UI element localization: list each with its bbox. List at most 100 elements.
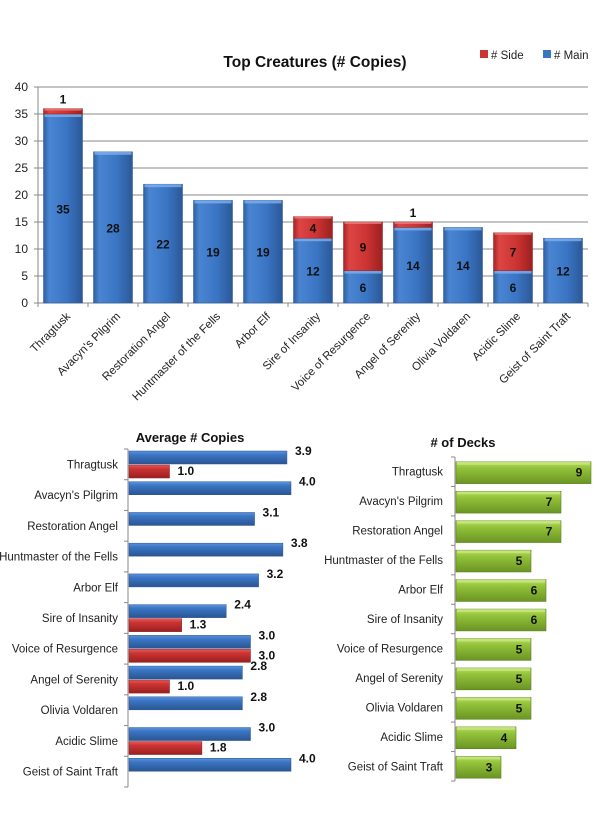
y-category-label: Thragtusk (67, 459, 118, 471)
bar-side-highlight (494, 232, 532, 235)
data-label-main: 3.1 (263, 505, 280, 519)
data-label-main: 19 (256, 246, 270, 260)
bar-decks-highlight (457, 638, 530, 642)
y-category-label: Geist of Saint Traft (348, 761, 444, 773)
data-label-main: 3.0 (259, 628, 276, 642)
data-label-side: 1.3 (190, 618, 207, 632)
data-label-main: 3.9 (295, 444, 312, 458)
data-label-main: 4.0 (299, 475, 316, 489)
bar-main (128, 727, 251, 741)
x-category-label: Arbor Elf (233, 310, 274, 351)
y-category-label: Restoration Angel (27, 521, 118, 533)
y-category-label: Angel of Serenity (355, 673, 443, 685)
data-label-main: 19 (206, 246, 220, 260)
bar-side-highlight (344, 222, 382, 224)
data-label-decks: 6 (531, 613, 538, 627)
bar-decks-highlight (457, 726, 515, 730)
data-label-main: 6 (510, 281, 517, 295)
bar-main (343, 270, 383, 304)
data-label-main: 35 (56, 203, 70, 217)
decks-chart: # of Decks Thragtusk Avacyn's Pilgrim Rest… (324, 435, 592, 782)
y-category-label: Olivia Voldaren (366, 702, 443, 714)
y-category-label: Huntmaster of the Fells (0, 552, 118, 564)
bar-main-highlight (494, 270, 532, 274)
bar-main-highlight (144, 184, 182, 188)
bar-decks-highlight (457, 668, 530, 672)
bar-decks-highlight (457, 697, 530, 701)
legend-label-main: # Main (554, 50, 589, 62)
y-tick-label: 40 (15, 80, 29, 94)
y-category-label: Arbor Elf (398, 585, 444, 597)
data-label-main: 14 (406, 259, 420, 273)
bar-main-highlight (444, 227, 482, 231)
data-label-main: 4.0 (299, 751, 316, 765)
bar-side (128, 679, 170, 694)
y-category-label: Geist of Saint Traft (23, 767, 119, 779)
bar-decks (455, 461, 592, 484)
data-label-side: 7 (510, 246, 517, 260)
data-label-side: 3.0 (259, 648, 276, 662)
data-label-side: 1.8 (210, 741, 227, 755)
y-category-label: Voice of Resurgence (337, 643, 443, 655)
y-category-label: Olivia Voldaren (41, 705, 118, 717)
y-category-label: Avacyn's Pilgrim (359, 496, 443, 508)
y-category-label: Avacyn's Pilgrim (34, 490, 118, 502)
bar-decks-highlight (457, 609, 545, 613)
bar-main-highlight (194, 200, 232, 204)
data-label-main: 6 (360, 281, 367, 295)
bar-side (493, 232, 533, 271)
y-category-label: Thragtusk (392, 467, 443, 479)
bar-main (93, 151, 133, 304)
bar-side (128, 649, 251, 663)
y-category-label: Angel of Serenity (30, 674, 118, 686)
bar-main (128, 542, 284, 557)
data-label-main: 2.8 (250, 690, 267, 704)
data-label-main: 3.2 (267, 567, 284, 581)
y-tick-label: 25 (15, 161, 29, 175)
bar-main (293, 237, 333, 304)
bar-decks (455, 756, 502, 779)
legend-label-side: # Side (491, 50, 524, 62)
bar-decks-highlight (457, 520, 560, 524)
data-label-main: 3.8 (291, 536, 308, 550)
data-label-decks: 7 (546, 495, 553, 509)
bar-side-highlight (44, 108, 82, 111)
data-label-decks: 9 (576, 466, 583, 480)
data-label-decks: 5 (516, 554, 523, 568)
y-tick-label: 15 (15, 215, 29, 229)
y-category-label: Acidic Slime (380, 732, 443, 744)
data-label-main: 3.0 (259, 721, 276, 735)
legend-swatch-side (480, 50, 488, 58)
data-label-side: 9 (360, 240, 367, 254)
data-label-side: 1.0 (178, 679, 195, 693)
bar-main-highlight (344, 270, 382, 274)
bar-main (128, 450, 288, 465)
y-category-label: Huntmaster of the Fells (324, 555, 443, 567)
bar-side (128, 464, 170, 479)
y-tick-label: 0 (21, 296, 28, 310)
bar-side-highlight (294, 216, 332, 219)
bar-main (128, 758, 292, 772)
x-category-label: Huntmaster of the Fells (131, 310, 224, 403)
legend: # Side # Main (480, 50, 589, 62)
bar-side (343, 221, 383, 271)
y-tick-label: 5 (21, 269, 28, 283)
y-category-label: Acidic Slime (55, 736, 118, 748)
bar-main (128, 573, 259, 588)
bar-main-highlight (44, 114, 82, 117)
bar-decks-highlight (457, 579, 545, 583)
top-chart-title: Top Creatures (# Copies) (223, 54, 406, 71)
y-tick-label: 35 (15, 107, 29, 121)
y-tick-label: 20 (15, 188, 29, 202)
y-category-label: Restoration Angel (352, 526, 443, 538)
data-label-main: 2.4 (234, 598, 251, 612)
bar-main-highlight (544, 238, 582, 242)
y-category-label: Voice of Resurgence (12, 644, 118, 656)
bar-main (193, 200, 233, 304)
y-category-label: Sire of Insanity (42, 613, 118, 625)
bar-main (543, 237, 583, 304)
data-label-side: 4 (310, 221, 317, 235)
top-creatures-chart: Top Creatures (# Copies) # Side # Main 0… (15, 50, 589, 403)
y-category-label: Sire of Insanity (367, 614, 443, 626)
